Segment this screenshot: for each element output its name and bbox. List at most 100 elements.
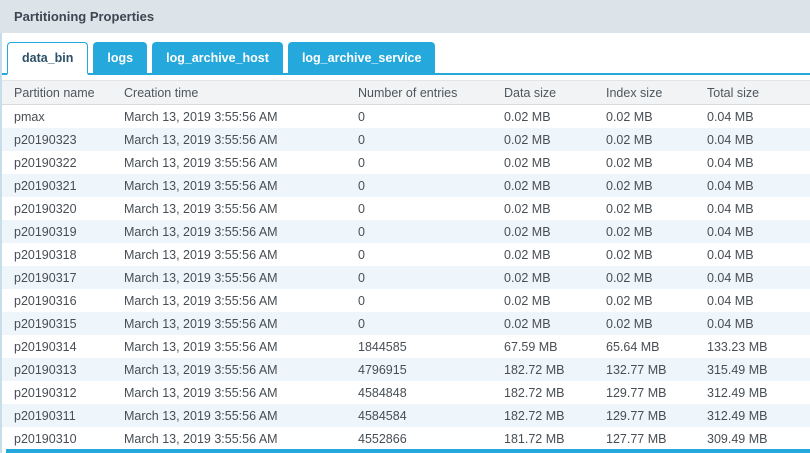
table-header-row: Partition nameCreation timeNumber of ent… [2,80,810,105]
cell-total-size: 0.04 MB [697,151,810,174]
cell-total-size: 0.04 MB [697,220,810,243]
tab-log_archive_host[interactable]: log_archive_host [152,42,283,73]
tab-label: log_archive_host [166,51,269,65]
table-row: p20190315March 13, 2019 3:55:56 AM00.02 … [2,312,810,335]
panel-body: data_bin logs log_archive_host log_archive_… [0,33,810,453]
cell-data-size: 0.02 MB [494,312,596,335]
cell-creation-time: March 13, 2019 3:55:56 AM [114,220,348,243]
cell-creation-time: March 13, 2019 3:55:56 AM [114,358,348,381]
tab-log_archive_service[interactable]: log_archive_service [288,42,436,73]
cell-number-of-entries: 4584848 [348,381,494,404]
table-row: p20190319March 13, 2019 3:55:56 AM00.02 … [2,220,810,243]
cell-data-size: 0.02 MB [494,128,596,151]
cell-data-size: 0.02 MB [494,289,596,312]
cell-total-size: 309.49 MB [697,427,810,450]
cell-data-size: 67.59 MB [494,335,596,358]
table-body: pmaxMarch 13, 2019 3:55:56 AM00.02 MB0.0… [2,105,810,450]
column-header-creation-time: Creation time [114,81,348,104]
cell-data-size: 0.02 MB [494,197,596,220]
cell-total-size: 0.04 MB [697,312,810,335]
cell-index-size: 0.02 MB [596,220,697,243]
cell-total-size: 312.49 MB [697,404,810,427]
cell-data-size: 0.02 MB [494,243,596,266]
cell-total-size: 133.23 MB [697,335,810,358]
cell-number-of-entries: 4552866 [348,427,494,450]
cell-data-size: 0.02 MB [494,105,596,128]
cell-index-size: 0.02 MB [596,266,697,289]
cell-creation-time: March 13, 2019 3:55:56 AM [114,404,348,427]
tab-label: data_bin [22,51,73,65]
cell-number-of-entries: 0 [348,105,494,128]
cell-index-size: 0.02 MB [596,312,697,335]
cell-total-size: 0.04 MB [697,128,810,151]
cell-partition-name: p20190313 [2,358,114,381]
table-row: pmaxMarch 13, 2019 3:55:56 AM00.02 MB0.0… [2,105,810,128]
cell-index-size: 129.77 MB [596,381,697,404]
cell-number-of-entries: 4584584 [348,404,494,427]
cell-number-of-entries: 1844585 [348,335,494,358]
cell-partition-name: p20190321 [2,174,114,197]
cell-data-size: 182.72 MB [494,358,596,381]
cell-index-size: 129.77 MB [596,404,697,427]
cell-index-size: 0.02 MB [596,289,697,312]
cell-index-size: 127.77 MB [596,427,697,450]
cell-number-of-entries: 0 [348,266,494,289]
cell-data-size: 0.02 MB [494,220,596,243]
cell-total-size: 0.04 MB [697,174,810,197]
cell-partition-name: p20190323 [2,128,114,151]
cell-index-size: 0.02 MB [596,197,697,220]
panel-title-bar: Partitioning Properties [0,0,810,33]
cell-creation-time: March 13, 2019 3:55:56 AM [114,197,348,220]
tab-strip: data_bin logs log_archive_host log_archive_… [2,33,810,75]
cell-partition-name: p20190311 [2,404,114,427]
cell-partition-name: pmax [2,105,114,128]
cell-partition-name: p20190322 [2,151,114,174]
cell-data-size: 0.02 MB [494,174,596,197]
cell-creation-time: March 13, 2019 3:55:56 AM [114,266,348,289]
table-row: p20190310March 13, 2019 3:55:56 AM455286… [2,427,810,450]
partitioning-properties-panel: Partitioning Properties data_bin logs log_… [0,0,810,453]
column-header-data-size: Data size [494,81,596,104]
table-row: p20190322March 13, 2019 3:55:56 AM00.02 … [2,151,810,174]
cell-partition-name: p20190312 [2,381,114,404]
cell-partition-name: p20190320 [2,197,114,220]
table-row: p20190321March 13, 2019 3:55:56 AM00.02 … [2,174,810,197]
column-header-partition-name: Partition name [2,81,114,104]
cell-index-size: 0.02 MB [596,174,697,197]
cell-total-size: 0.04 MB [697,266,810,289]
cell-creation-time: March 13, 2019 3:55:56 AM [114,289,348,312]
cell-index-size: 65.64 MB [596,335,697,358]
cell-index-size: 0.02 MB [596,128,697,151]
tab-label: log_archive_service [302,51,422,65]
column-header-index-size: Index size [596,81,697,104]
column-header-number-of-entries: Number of entries [348,81,494,104]
cell-creation-time: March 13, 2019 3:55:56 AM [114,312,348,335]
cell-partition-name: p20190314 [2,335,114,358]
cell-index-size: 0.02 MB [596,243,697,266]
horizontal-scrollbar[interactable] [6,449,810,453]
cell-data-size: 182.72 MB [494,381,596,404]
cell-data-size: 0.02 MB [494,266,596,289]
table-row: p20190311March 13, 2019 3:55:56 AM458458… [2,404,810,427]
cell-total-size: 0.04 MB [697,105,810,128]
cell-creation-time: March 13, 2019 3:55:56 AM [114,381,348,404]
tab-logs[interactable]: logs [93,42,147,73]
cell-creation-time: March 13, 2019 3:55:56 AM [114,335,348,358]
table-row: p20190323March 13, 2019 3:55:56 AM00.02 … [2,128,810,151]
cell-total-size: 0.04 MB [697,289,810,312]
cell-total-size: 312.49 MB [697,381,810,404]
cell-partition-name: p20190310 [2,427,114,450]
cell-number-of-entries: 0 [348,312,494,335]
cell-index-size: 0.02 MB [596,105,697,128]
tab-data_bin[interactable]: data_bin [7,42,88,75]
cell-number-of-entries: 0 [348,128,494,151]
cell-number-of-entries: 4796915 [348,358,494,381]
cell-data-size: 182.72 MB [494,404,596,427]
cell-data-size: 0.02 MB [494,151,596,174]
cell-total-size: 0.04 MB [697,197,810,220]
tab-label: logs [107,51,133,65]
cell-creation-time: March 13, 2019 3:55:56 AM [114,174,348,197]
table-row: p20190314March 13, 2019 3:55:56 AM184458… [2,335,810,358]
cell-creation-time: March 13, 2019 3:55:56 AM [114,128,348,151]
table-row: p20190313March 13, 2019 3:55:56 AM479691… [2,358,810,381]
